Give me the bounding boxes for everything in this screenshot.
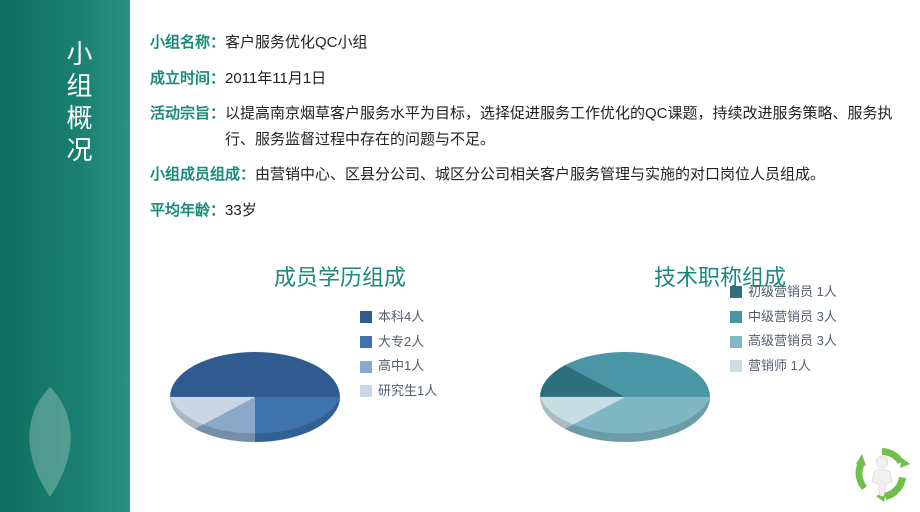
info-value: 客户服务优化QC小组 <box>225 30 368 56</box>
info-row: 小组名称：客户服务优化QC小组 <box>150 30 910 56</box>
info-label: 小组成员组成： <box>150 162 255 188</box>
legend-label: 本科4人 <box>378 305 424 330</box>
info-block: 小组名称：客户服务优化QC小组 成立时间：2011年11月1日 活动宗旨：以提高… <box>150 30 910 233</box>
legend-swatch <box>360 336 372 348</box>
legend-swatch <box>730 286 742 298</box>
legend-swatch <box>360 361 372 373</box>
legend-label: 高中1人 <box>378 354 424 379</box>
info-row: 小组成员组成：由营销中心、区县分公司、城区分公司相关客户服务管理与实施的对口岗位… <box>150 162 910 188</box>
info-row: 活动宗旨：以提高南京烟草客户服务水平为目标，选择促进服务工作优化的QC课题，持续… <box>150 101 910 152</box>
legend-item: 大专2人 <box>360 330 437 355</box>
legend-label: 研究生1人 <box>378 379 437 404</box>
info-value: 2011年11月1日 <box>225 66 326 92</box>
legend-item: 中级营销员 3人 <box>730 305 837 330</box>
sidebar: 小组概况 <box>0 0 130 512</box>
legend-item: 高中1人 <box>360 354 437 379</box>
legend-label: 营销师 1人 <box>748 354 811 379</box>
chart-title-composition: 技术职称组成 初级营销员 1人中级营销员 3人高级营销员 3人营销师 1人 <box>530 260 910 472</box>
info-value: 由营销中心、区县分公司、城区分公司相关客户服务管理与实施的对口岗位人员组成。 <box>255 162 825 188</box>
legend-swatch <box>730 311 742 323</box>
legend-label: 大专2人 <box>378 330 424 355</box>
legend-swatch <box>360 311 372 323</box>
legend-swatch <box>730 336 742 348</box>
info-value: 33岁 <box>225 198 257 224</box>
legend-swatch <box>730 360 742 372</box>
legend-item: 营销师 1人 <box>730 354 837 379</box>
chart-title: 技术职称组成 <box>530 260 910 292</box>
legend-label: 中级营销员 3人 <box>748 305 837 330</box>
info-row: 成立时间：2011年11月1日 <box>150 66 910 92</box>
info-label: 小组名称： <box>150 30 225 56</box>
info-label: 平均年龄： <box>150 198 225 224</box>
chart-title: 成员学历组成 <box>150 260 530 292</box>
legend-item: 高级营销员 3人 <box>730 329 837 354</box>
sidebar-title: 小组概况 <box>60 40 97 168</box>
legend: 初级营销员 1人中级营销员 3人高级营销员 3人营销师 1人 <box>730 280 837 379</box>
legend-item: 研究生1人 <box>360 379 437 404</box>
info-value: 以提高南京烟草客户服务水平为目标，选择促进服务工作优化的QC课题，持续改进服务策… <box>225 101 910 152</box>
legend: 本科4人大专2人高中1人研究生1人 <box>360 305 437 404</box>
info-label: 活动宗旨： <box>150 101 225 152</box>
info-row: 平均年龄：33岁 <box>150 198 910 224</box>
legend-label: 初级营销员 1人 <box>748 280 837 305</box>
legend-item: 初级营销员 1人 <box>730 280 837 305</box>
legend-swatch <box>360 385 372 397</box>
chart-education: 成员学历组成 本科4人大专2人高中1人研究生1人 <box>150 260 530 472</box>
recycle-run-icon <box>852 444 912 504</box>
legend-label: 高级营销员 3人 <box>748 329 837 354</box>
charts-area: 成员学历组成 本科4人大专2人高中1人研究生1人 技术职称组成 初级营销员 1人… <box>150 260 910 472</box>
info-label: 成立时间： <box>150 66 225 92</box>
legend-item: 本科4人 <box>360 305 437 330</box>
leaf-icon <box>10 382 90 502</box>
